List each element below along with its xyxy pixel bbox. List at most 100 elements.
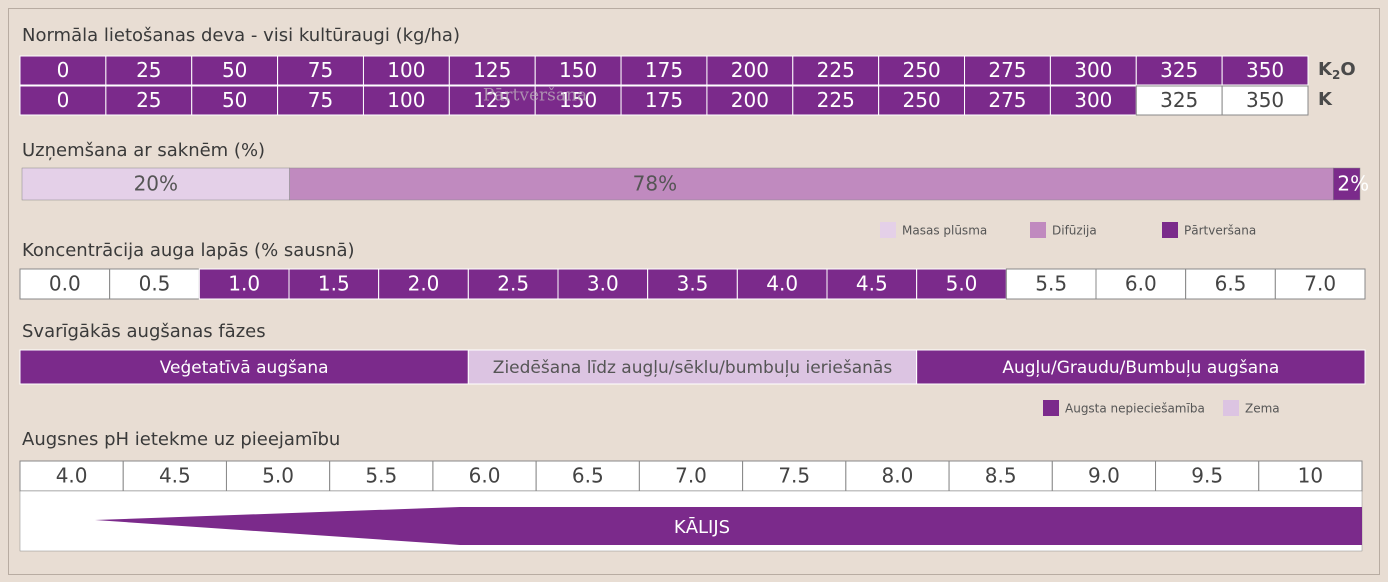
uptake-segment [1332, 167, 1361, 201]
cell [706, 55, 794, 86]
cell [706, 85, 794, 116]
cell-label: 75 [308, 88, 333, 112]
cell [1005, 268, 1097, 300]
cell [105, 85, 193, 116]
cell [878, 85, 966, 116]
cell [534, 55, 622, 86]
cell-label: 250 [903, 88, 941, 112]
cell-label: 8.5 [985, 464, 1017, 488]
cell [105, 55, 193, 86]
legend-label: Augsta nepieciešamība [1065, 402, 1205, 416]
legend-label: Zema [1245, 402, 1280, 416]
unit-label: K [1318, 89, 1333, 110]
cell-label: 1.5 [318, 272, 350, 296]
unit-part: K [1318, 89, 1333, 110]
cell [109, 268, 200, 300]
legend-swatch [1223, 400, 1239, 416]
cell [277, 85, 364, 116]
cell [1185, 268, 1276, 300]
cell-label: 100 [387, 88, 425, 112]
cell-label: 7.0 [675, 464, 707, 488]
cell-label: 6.0 [469, 464, 501, 488]
cell-label: 125 [473, 58, 511, 82]
uptake-label: 20% [134, 172, 178, 196]
cell [19, 268, 111, 300]
cell-label: 6.5 [1215, 272, 1247, 296]
cell-label: 275 [988, 88, 1026, 112]
cell [620, 55, 708, 86]
cell-label: 10 [1298, 464, 1323, 488]
cell [535, 460, 640, 492]
cell-label: 250 [903, 58, 941, 82]
uptake-label: 78% [633, 172, 677, 196]
cell-label: 150 [559, 58, 597, 82]
cell-label: 3.5 [677, 272, 709, 296]
cell-label: 9.5 [1191, 464, 1223, 488]
cell-label: 0 [57, 88, 70, 112]
cell [845, 460, 950, 492]
legend-label: Difūzija [1052, 224, 1097, 238]
cell-label: 150 [559, 88, 597, 112]
cell [1155, 460, 1260, 492]
cell-label: 125 [473, 88, 511, 112]
cell [792, 85, 880, 116]
cell-label: 50 [222, 88, 247, 112]
cell-label: 175 [645, 88, 683, 112]
section-title: Uzņemšana ar saknēm (%) [22, 140, 265, 161]
cell-label: 50 [222, 58, 247, 82]
legend-swatch [1030, 222, 1046, 238]
cell-label: 200 [731, 58, 769, 82]
cell-label: 2.5 [497, 272, 529, 296]
phase [916, 349, 1366, 385]
cell [1258, 460, 1363, 492]
cell-label: 175 [645, 58, 683, 82]
cell-label: 4.0 [56, 464, 88, 488]
cell [1274, 268, 1366, 300]
cell-label: 8.0 [882, 464, 914, 488]
cell [1135, 85, 1223, 116]
cell [964, 85, 1051, 116]
cell-label: 275 [988, 58, 1026, 82]
cell-label: 25 [136, 88, 161, 112]
cell-label: 325 [1160, 58, 1198, 82]
unit-part: K [1318, 59, 1333, 80]
cell-label: 225 [817, 88, 855, 112]
cell-label: 100 [387, 58, 425, 82]
legend-label: Masas plūsma [902, 224, 987, 238]
cell-label: 5.0 [262, 464, 294, 488]
section-title: Augsnes pH ietekme uz pieejamību [22, 429, 340, 450]
cell [1095, 268, 1187, 300]
cell-label: 2.0 [408, 272, 440, 296]
cell [19, 85, 107, 116]
cell [378, 268, 469, 300]
cell [1221, 85, 1309, 116]
cell [620, 85, 708, 116]
phase [19, 349, 469, 385]
uptake-segment [289, 167, 1334, 201]
unit-part: 2 [1332, 68, 1340, 82]
availability-wedge [95, 507, 1362, 545]
cell-label: 200 [731, 88, 769, 112]
cell [948, 460, 1053, 492]
cell [878, 55, 966, 86]
cell-label: 350 [1246, 58, 1284, 82]
cell-label: 7.5 [778, 464, 810, 488]
cell-label: 0.5 [139, 272, 171, 296]
cell-label: 7.0 [1304, 272, 1336, 296]
section-title: Normāla lietošanas deva - visi kultūraug… [22, 25, 460, 46]
section-title: Svarīgākās augšanas fāzes [22, 321, 266, 342]
unit-label: K2O [1318, 59, 1356, 82]
cell [964, 55, 1051, 86]
cell-label: 6.0 [1125, 272, 1157, 296]
cell-label: 3.0 [587, 272, 619, 296]
cell [191, 85, 279, 116]
cell [1049, 85, 1137, 116]
phase [467, 349, 918, 385]
phase-label: Veģetatīvā augšana [160, 358, 329, 378]
cell [362, 55, 450, 86]
frame [8, 8, 1380, 575]
cell [1221, 55, 1309, 86]
phase-label: Augļu/Graudu/Bumbuļu augšana [1002, 358, 1279, 378]
cell-label: 4.5 [159, 464, 191, 488]
cell-label: 300 [1074, 58, 1112, 82]
